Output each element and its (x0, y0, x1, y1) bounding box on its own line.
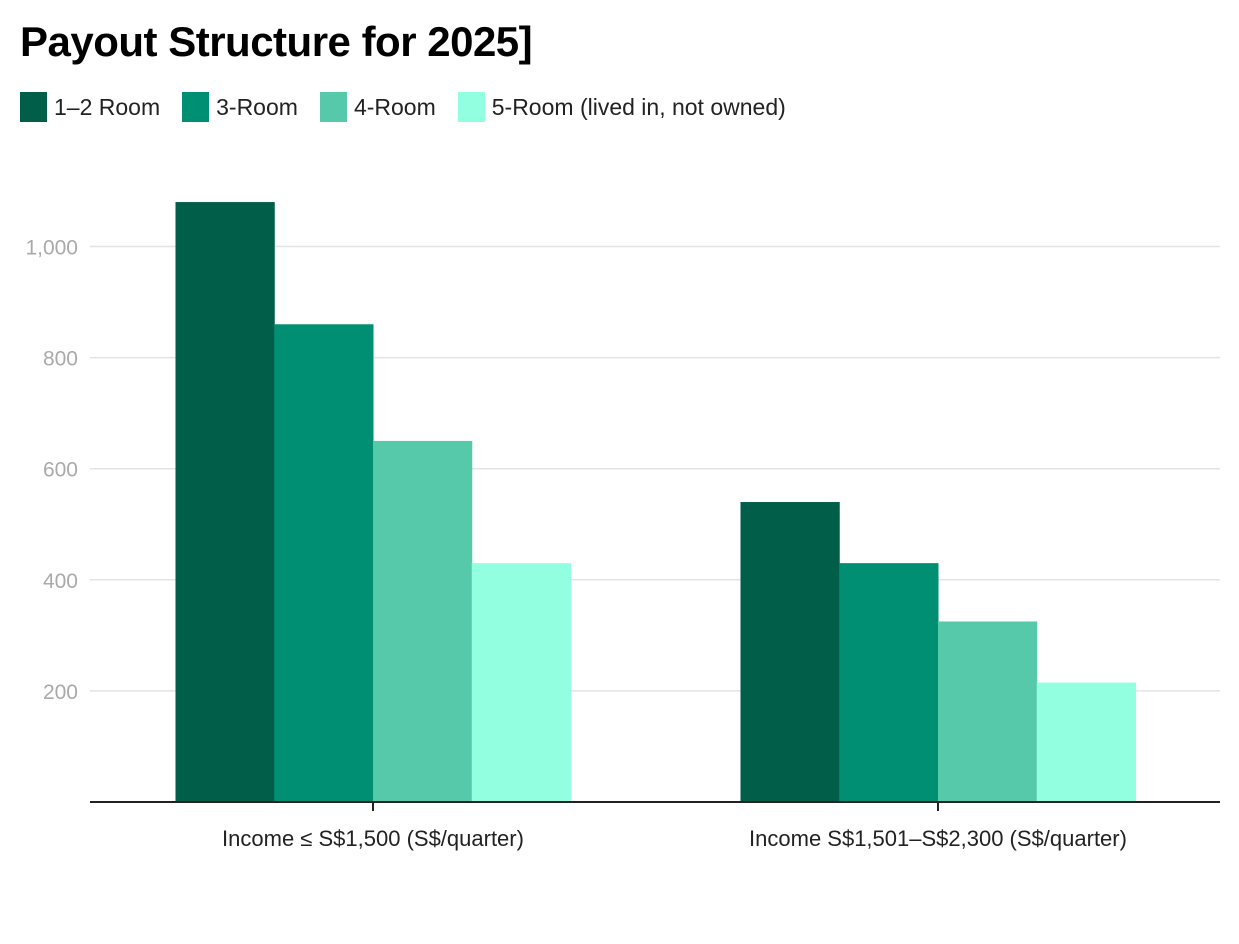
bar (839, 563, 939, 802)
legend-item-5-room: 5-Room (lived in, not owned) (457, 92, 786, 122)
y-tick-label: 800 (43, 348, 78, 371)
legend-item-4-room: 4-Room (319, 92, 436, 122)
y-tick-label: 200 (43, 681, 78, 704)
x-category-label: Income ≤ S$1,500 (S$/quarter) (222, 826, 524, 851)
bar (471, 563, 571, 802)
legend-swatch-3-room (182, 92, 210, 122)
y-tick-label: 400 (43, 570, 78, 593)
bar (175, 202, 275, 802)
legend-swatch-4-room (319, 92, 347, 122)
bar (274, 324, 374, 802)
y-tick-label: 600 (43, 459, 78, 482)
legend-label-4-room: 4-Room (353, 93, 436, 120)
legend-item-1-2-room: 1–2 Room (20, 92, 160, 122)
chart-legend: 1–2 Room 3-Room 4-Room 5-Room (lived in,… (20, 92, 786, 122)
bar (373, 440, 473, 802)
legend-swatch-5-room (457, 92, 485, 122)
x-category-label: Income S$1,501–S$2,300 (S$/quarter) (749, 826, 1127, 851)
legend-item-3-room: 3-Room (182, 92, 298, 122)
legend-label-3-room: 3-Room (216, 93, 298, 120)
bar (740, 502, 840, 802)
legend-label-5-room: 5-Room (lived in, not owned) (491, 93, 786, 120)
legend-swatch-1-2-room (20, 92, 47, 122)
chart-title: Payout Structure for 2025] (20, 18, 533, 65)
bar (1036, 682, 1136, 802)
bar (938, 621, 1038, 802)
y-tick-label: 1,000 (25, 237, 78, 260)
legend-label-1-2-room: 1–2 Room (54, 93, 161, 120)
